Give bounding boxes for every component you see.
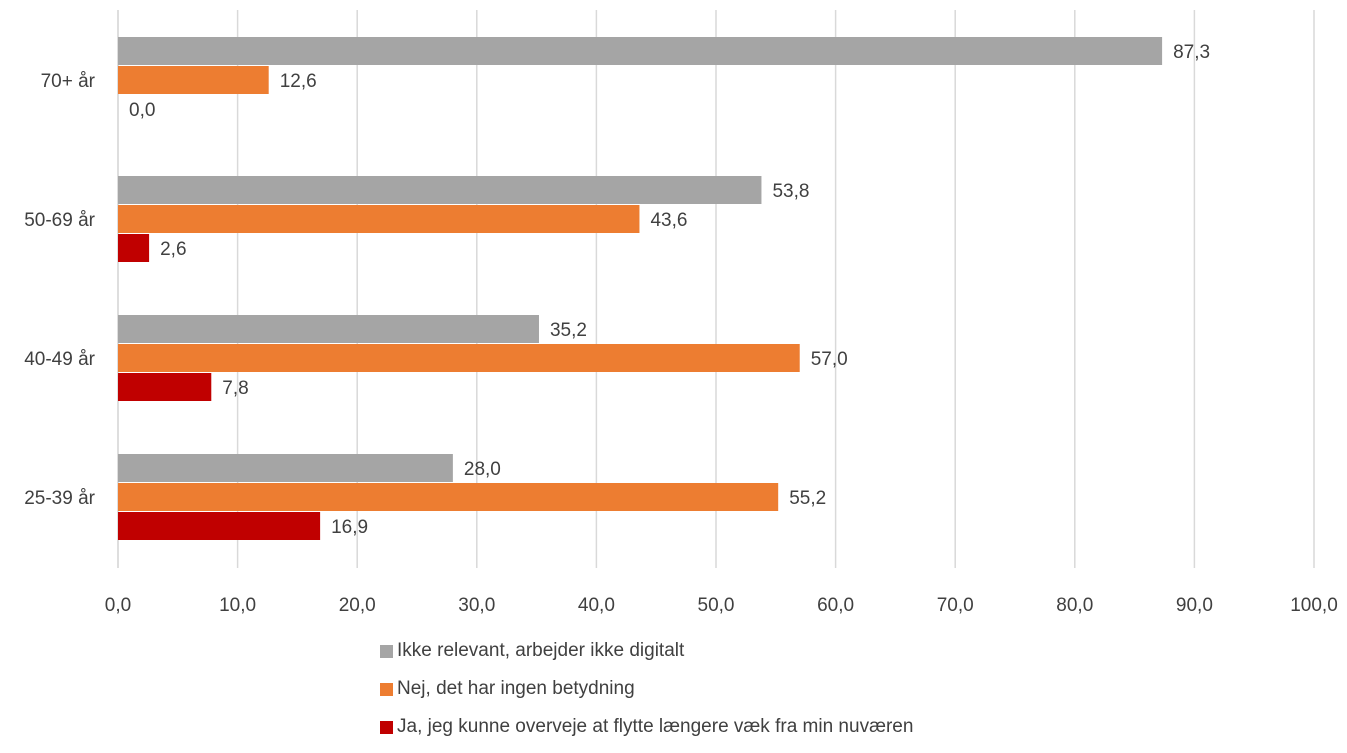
data-label: 35,2 <box>550 320 587 341</box>
x-tick-label: 60,0 <box>817 595 854 616</box>
data-label: 28,0 <box>464 459 501 480</box>
data-label: 16,9 <box>331 517 368 538</box>
bar <box>118 373 212 401</box>
data-label: 7,8 <box>222 378 248 399</box>
legend-label: Ikke relevant, arbejder ikke digitalt <box>397 640 685 661</box>
category-label: 40-49 år <box>24 349 95 370</box>
bar <box>118 454 453 482</box>
data-label: 0,0 <box>129 100 155 121</box>
bar <box>118 37 1163 65</box>
bar <box>118 66 269 94</box>
x-tick-label: 70,0 <box>937 595 974 616</box>
x-tick-label: 0,0 <box>105 595 131 616</box>
x-tick-label: 20,0 <box>339 595 376 616</box>
x-tick-label: 10,0 <box>219 595 256 616</box>
bar <box>118 205 640 233</box>
bar <box>118 176 762 204</box>
legend-swatch <box>380 644 393 658</box>
legend-swatch <box>380 682 393 696</box>
x-tick-label: 80,0 <box>1056 595 1093 616</box>
bars <box>118 37 1163 540</box>
bar <box>118 344 800 372</box>
bar <box>118 483 779 511</box>
x-tick-label: 40,0 <box>578 595 615 616</box>
data-label: 53,8 <box>772 181 809 202</box>
legend-swatch <box>380 720 393 734</box>
x-tick-label: 30,0 <box>458 595 495 616</box>
bar <box>118 315 539 343</box>
axis-labels: 0,0 10,0 20,0 30,0 40,0 50,0 60,0 70,0 80,0 90,0 1… <box>24 71 1338 616</box>
legend-item: Ja, jeg kunne overveje at flytte længere… <box>380 716 913 738</box>
data-label: 87,3 <box>1173 42 1210 63</box>
category-label: 70+ år <box>41 71 96 92</box>
x-tick-label: 100,0 <box>1290 595 1338 616</box>
bar <box>118 234 150 262</box>
x-tick-label: 50,0 <box>698 595 735 616</box>
legend-label: Ja, jeg kunne overveje at flytte længere… <box>397 716 914 737</box>
category-label: 50-69 år <box>24 210 95 231</box>
legend: Ikke relevant, arbejder ikke digitalt Nej… <box>380 640 913 753</box>
data-label: 57,0 <box>811 349 848 370</box>
data-label: 43,6 <box>650 210 687 231</box>
legend-label: Nej, det har ingen betydning <box>397 678 635 699</box>
data-label: 55,2 <box>789 488 826 509</box>
legend-item: Nej, det har ingen betydning <box>380 678 913 700</box>
legend-item: Ikke relevant, arbejder ikke digitalt <box>380 640 913 662</box>
data-labels: 87,3 53,8 35,2 28,0 12,6 43,6 57,0 55,2 0,0 2,6 7,… <box>129 42 1210 538</box>
data-label: 2,6 <box>160 239 186 260</box>
category-label: 25-39 år <box>24 488 95 509</box>
x-tick-label: 90,0 <box>1176 595 1213 616</box>
data-label: 12,6 <box>280 71 317 92</box>
bar <box>118 512 321 540</box>
gridlines <box>117 10 1315 568</box>
